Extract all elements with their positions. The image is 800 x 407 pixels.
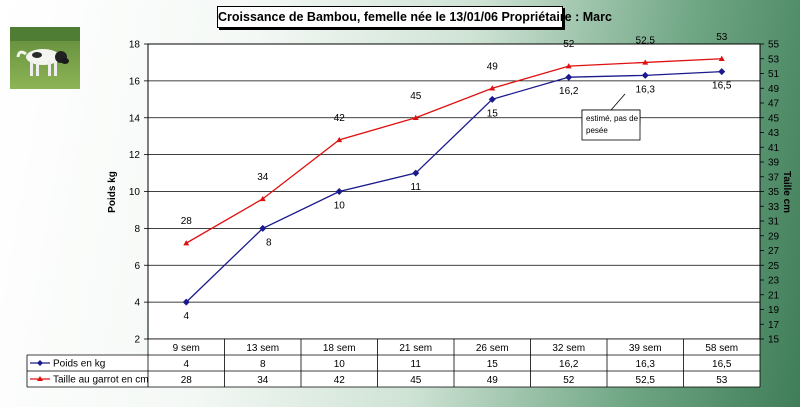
table-cell-weight: 4 [183,359,189,370]
chart-title: Croissance de Bambou, femelle née le 13/… [217,6,612,28]
y-tick-label: 16 [129,76,141,87]
annotation-line-1: estimé, pas de [586,114,639,123]
y2-tick-label: 35 [768,187,780,198]
height-data-label: 45 [410,91,422,102]
x-category-label: 18 sem [323,343,356,354]
table-cell-height: 52,5 [636,375,656,386]
legend-marker-weight [37,360,43,366]
weight-data-label: 16,2 [559,86,579,97]
table-cell-weight: 16,3 [636,359,656,370]
y2-tick-label: 19 [768,305,780,316]
x-category-label: 58 sem [705,343,738,354]
x-category-label: 9 sem [173,343,200,354]
weight-data-label: 8 [266,237,272,248]
y-tick-label: 14 [129,113,141,124]
y2-tick-label: 55 [768,40,780,51]
weight-data-label: 10 [334,201,346,212]
y2-tick-label: 15 [768,335,780,346]
weight-data-label: 16,3 [636,84,656,95]
y-tick-label: 8 [134,224,140,235]
height-data-label: 49 [487,61,499,72]
y2-tick-label: 41 [768,143,780,154]
x-category-label: 13 sem [246,343,279,354]
height-point [183,240,190,246]
height-data-label: 28 [181,216,193,227]
height-data-label: 52 [563,39,575,50]
series-line-height [185,58,722,244]
height-point [259,195,266,202]
weight-data-label: 11 [411,182,422,193]
dog-photo [10,27,80,89]
annotation-line-2: pesée [586,126,608,135]
y2-tick-label: 43 [768,128,780,139]
y2-tick-label: 31 [768,217,780,228]
y-tick-label: 10 [129,187,141,198]
height-data-label: 42 [334,113,346,124]
table-cell-height: 42 [334,375,346,386]
height-point [642,59,649,65]
y2-tick-label: 49 [768,84,780,95]
table-cell-weight: 11 [411,359,422,370]
legend-marker-height [37,376,43,381]
table-cell-height: 45 [410,375,422,386]
weight-point [565,73,573,81]
weight-point [259,224,267,232]
height-point [718,55,725,61]
height-point [565,63,572,69]
table-cell-weight: 10 [334,359,346,370]
y2-tick-label: 29 [768,231,780,242]
height-data-label: 53 [716,32,728,43]
weight-data-label: 16,5 [712,81,732,92]
table-cell-weight: 16,2 [559,359,579,370]
y2-tick-label: 45 [768,113,780,124]
weight-point [182,298,190,306]
table-cell-height: 53 [716,375,728,386]
y2-axis-title: Taille cm [781,171,792,213]
table-cell-weight: 15 [487,359,499,370]
table-cell-height: 49 [487,375,499,386]
x-category-label: 32 sem [552,343,585,354]
weight-data-label: 4 [183,311,189,322]
x-category-label: 21 sem [399,343,432,354]
weight-point [335,188,343,195]
height-data-label: 52,5 [636,35,656,46]
x-category-label: 26 sem [476,343,509,354]
y2-tick-label: 21 [768,290,780,301]
y2-tick-label: 27 [768,246,780,257]
y-tick-label: 6 [134,261,140,272]
weight-point [641,71,649,79]
y2-tick-label: 47 [768,99,780,110]
y-tick-label: 12 [129,150,141,161]
height-point [336,136,343,143]
y2-tick-label: 53 [768,54,780,65]
table-cell-height: 34 [257,375,269,386]
height-data-label: 34 [257,172,269,183]
y2-tick-label: 37 [768,172,780,183]
y-tick-label: 2 [134,335,140,346]
y2-tick-label: 33 [768,202,780,213]
table-cell-height: 52 [563,375,575,386]
y2-tick-label: 23 [768,276,780,287]
series-line-weight [185,71,722,303]
y-tick-label: 4 [134,298,140,309]
weight-point [488,95,496,103]
legend-label-height: Taille au garrot en cm [53,375,149,386]
weight-point [718,68,726,76]
table-cell-height: 28 [181,375,193,386]
height-point [489,85,496,91]
table-cell-weight: 8 [260,359,266,370]
y2-tick-label: 17 [768,320,780,331]
x-category-label: 39 sem [629,343,662,354]
legend-label-weight: Poids en kg [53,359,105,370]
y2-tick-label: 39 [768,158,780,169]
y-tick-label: 18 [129,40,141,51]
table-cell-weight: 16,5 [712,359,732,370]
weight-data-label: 15 [487,108,499,119]
weight-point [412,169,420,177]
y2-tick-label: 51 [768,69,780,80]
y-axis-title: Poids kg [107,171,118,213]
height-point [412,114,419,120]
y2-tick-label: 25 [768,261,780,272]
